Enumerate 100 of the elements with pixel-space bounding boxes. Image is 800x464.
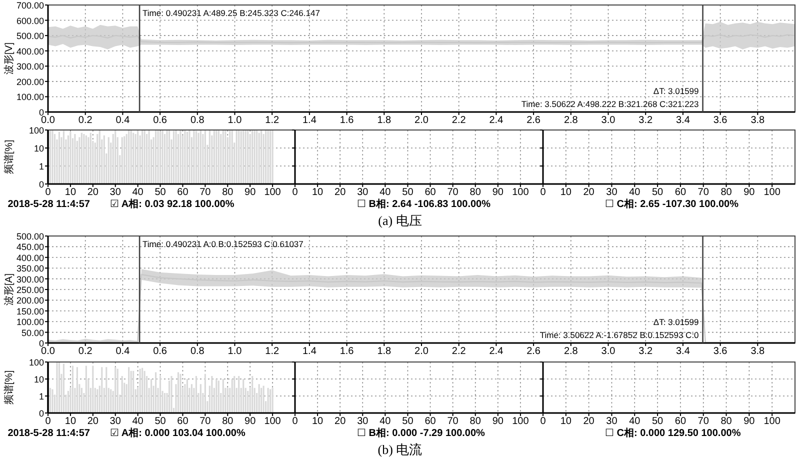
x-tick-label: 3.4: [676, 346, 690, 357]
y-tick-label: 100: [28, 358, 44, 368]
y-tick-label: 10: [34, 144, 44, 154]
text: (a) 电压: [378, 213, 422, 228]
x-tick-label: 50: [652, 416, 664, 427]
y-tick-label: 10: [34, 374, 44, 384]
x-tick-label: 30: [110, 416, 122, 427]
y-tick-label: 450.00: [16, 242, 44, 252]
x-tick-label: 60: [674, 187, 686, 198]
y-tick-label: 50.00: [21, 328, 44, 338]
x-tick-label: 0.0: [41, 346, 56, 357]
y-tick-label: 350.00: [16, 264, 44, 274]
x-tick-label: 0.8: [190, 346, 205, 357]
y-tick-label: 0: [38, 108, 44, 118]
y-tick-label: 500.00: [16, 232, 44, 242]
x-tick-label: 2.2: [452, 346, 466, 357]
y-axis-title: 频谱[%]: [3, 140, 15, 174]
x-tick-label: 1.4: [302, 115, 317, 126]
x-tick-label: 100: [764, 187, 781, 198]
x-tick-label: 30: [357, 416, 369, 427]
x-tick-label: 0.4: [116, 115, 130, 126]
y-tick-label: 0: [38, 180, 44, 190]
x-tick-label: 1.6: [340, 115, 354, 126]
x-tick-label: 20: [583, 187, 595, 198]
x-tick-label: 90: [244, 416, 256, 427]
x-tick-label: 30: [606, 187, 618, 198]
x-tick-label: 40: [629, 187, 641, 198]
x-tick-label: 40: [132, 187, 144, 198]
x-tick-label: 20: [87, 416, 99, 427]
x-tick-label: 80: [720, 416, 732, 427]
x-tick-label: 3.8: [750, 115, 766, 126]
x-tick-label: 100: [512, 416, 530, 427]
ref-line-label: Time: 0.490231 A:489.25 B:245.323 C:246.147: [142, 8, 320, 18]
x-tick-label: 3.0: [601, 115, 616, 126]
y-tick-label: 300.00: [16, 62, 44, 72]
x-tick-label: 70: [447, 416, 459, 427]
text: (b) 电流: [378, 442, 422, 457]
text: ☐ B相: 2.64 -106.83 100.00%: [357, 198, 491, 210]
text: 2018-5-28 11:4:57: [8, 428, 90, 439]
x-tick-label: 70: [698, 187, 710, 198]
x-tick-label: 0: [292, 187, 298, 198]
x-tick-label: 40: [629, 416, 641, 427]
x-tick-label: 100: [764, 416, 781, 427]
x-tick-label: 2.4: [489, 346, 504, 357]
y-tick-label: 250.00: [16, 285, 44, 295]
x-tick-label: 2.4: [489, 115, 504, 126]
x-tick-label: 1.0: [228, 346, 242, 357]
x-tick-label: 60: [424, 416, 436, 427]
ref-line-label: Time: 3.50622 A:-1.67852 B:0.152593 C:0: [540, 330, 700, 340]
text: ☑ A相: 0.03 92.18 100.00%: [110, 198, 234, 210]
y-axis-title: 频谱[%]: [3, 370, 15, 405]
x-tick-label: 10: [64, 416, 76, 427]
text: ☐ B相: 0.000 -7.29 100.00%: [357, 427, 486, 439]
y-tick-label: 100.00: [16, 92, 44, 102]
x-tick-label: 80: [470, 416, 482, 427]
x-tick-label: 80: [222, 416, 234, 427]
y-tick-label: 100.00: [16, 317, 44, 328]
x-tick-label: 0: [540, 416, 546, 427]
x-tick-label: 50: [154, 187, 166, 198]
x-tick-label: 40: [132, 416, 144, 427]
x-tick-label: 0.0: [41, 115, 56, 126]
x-tick-label: 0.2: [78, 346, 93, 357]
x-tick-label: 2.8: [564, 346, 578, 357]
x-tick-label: 20: [583, 416, 595, 427]
annotation: ΔT: 3.01599: [653, 317, 700, 327]
x-tick-label: 2.8: [564, 115, 578, 126]
x-tick-label: 90: [744, 416, 756, 427]
x-tick-label: 70: [698, 416, 710, 427]
x-tick-label: 40: [380, 187, 392, 198]
x-tick-label: 100: [512, 187, 530, 198]
x-tick-label: 70: [200, 416, 212, 427]
y-axis-title: 波形[A]: [3, 273, 15, 306]
x-tick-label: 10: [312, 416, 324, 427]
x-tick-label: 40: [380, 416, 392, 427]
y-tick-label: 400.00: [16, 252, 44, 263]
y-tick-label: 200.00: [16, 296, 44, 306]
x-tick-label: 20: [334, 416, 346, 427]
y-tick-label: 600.00: [16, 16, 44, 26]
x-tick-label: 3.2: [638, 346, 653, 357]
x-tick-label: 1.4: [302, 346, 317, 357]
x-tick-label: 50: [652, 187, 664, 198]
text: ☑ A相: 0.000 103.04 100.00%: [110, 427, 246, 439]
text: ☐ C相: 0.000 129.50 100.00%: [605, 427, 741, 439]
x-tick-label: 90: [744, 187, 756, 198]
x-tick-label: 60: [177, 187, 189, 198]
x-tick-label: 50: [402, 187, 414, 198]
x-tick-label: 90: [492, 187, 504, 198]
x-tick-label: 30: [606, 416, 618, 427]
x-tick-label: 0.8: [190, 115, 205, 126]
x-tick-label: 0: [292, 416, 298, 427]
y-tick-label: 150.00: [16, 306, 44, 316]
x-tick-label: 2.6: [526, 115, 541, 126]
x-tick-label: 1.8: [377, 115, 392, 126]
x-tick-label: 3.2: [638, 115, 653, 126]
x-tick-label: 80: [470, 187, 482, 198]
y-tick-label: 200.00: [16, 76, 44, 87]
x-tick-label: 3.0: [601, 346, 616, 357]
x-tick-label: 80: [720, 187, 732, 198]
ref-line-label: Time: 0.490231 A:0 B:0.152593 C:0.61037: [142, 239, 304, 249]
x-tick-label: 100: [264, 416, 282, 427]
